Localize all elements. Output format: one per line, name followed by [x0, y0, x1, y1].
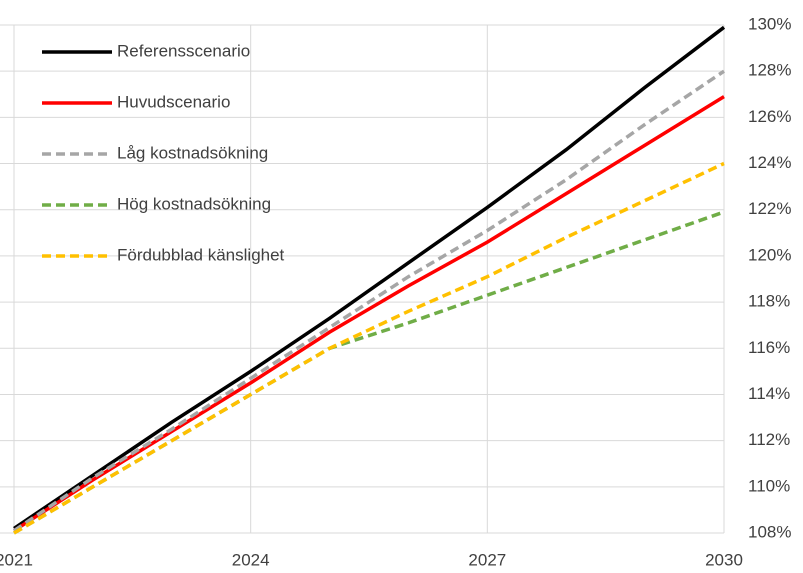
legend-label: Låg kostnadsökning — [117, 143, 268, 162]
series-line — [13, 69, 725, 533]
y-tick-label: 120% — [748, 245, 791, 264]
y-tick-label: 130% — [748, 14, 791, 33]
legend-label: Hög kostnadsökning — [117, 194, 271, 213]
x-tick-label: 2021 — [0, 550, 33, 569]
x-tick-label: 2027 — [468, 550, 506, 569]
legend: Referensscenario Huvudscenario Låg kostnad… — [42, 41, 285, 264]
y-tick-label: 110% — [748, 476, 790, 495]
y-tick-label: 108% — [748, 522, 791, 541]
series-line — [13, 210, 725, 535]
legend-label: Fördubblad känslighet — [117, 245, 285, 264]
legend-label: Referensscenario — [117, 41, 250, 60]
y-tick-label: 128% — [748, 61, 791, 80]
y-tick-label: 124% — [748, 153, 791, 172]
y-tick-label: 112% — [748, 430, 790, 449]
y-tick-label: 114% — [748, 384, 790, 403]
series-line — [13, 161, 725, 535]
legend-label: Huvudscenario — [117, 92, 230, 111]
x-tick-label: 2024 — [232, 550, 270, 569]
series-line — [13, 95, 725, 533]
y-tick-label: 126% — [748, 107, 791, 126]
y-tick-label: 122% — [748, 199, 791, 218]
y-tick-label: 118% — [748, 292, 790, 311]
y-tick-label: 116% — [748, 338, 790, 357]
x-tick-label: 2030 — [705, 550, 743, 569]
series-line — [13, 25, 726, 530]
